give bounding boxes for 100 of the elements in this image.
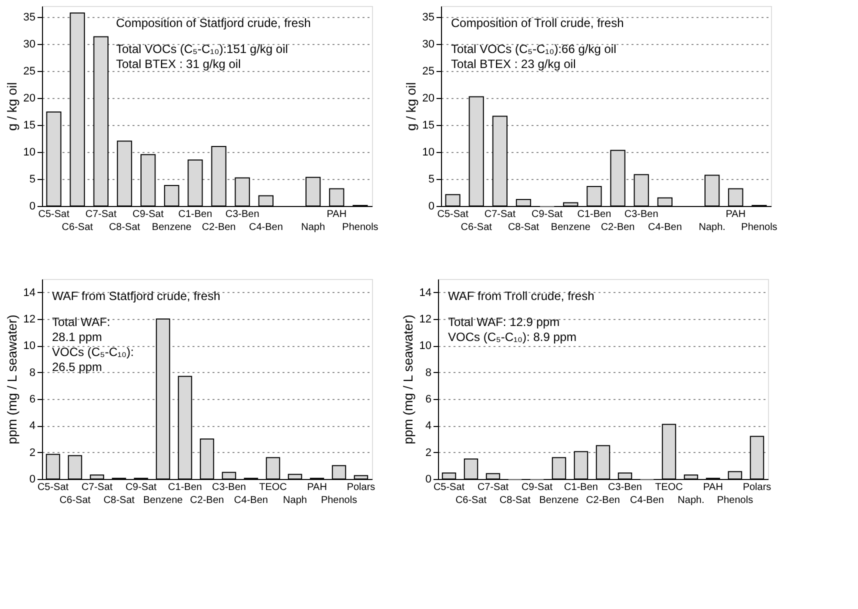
y-tick-label: 8 xyxy=(29,366,36,379)
annotation: VOCs (C₅-C₁₀): xyxy=(52,345,134,359)
x-tick-label: PAH xyxy=(726,209,746,220)
x-tick-label: C3-Ben xyxy=(624,209,658,220)
annotation: VOCs (C₅-C₁₀): 8.9 ppm xyxy=(448,330,577,344)
text: WAF from Troll crude, fresh xyxy=(448,289,594,303)
x-tick-label: C6-Sat xyxy=(59,495,91,506)
y-axis-title: ppm (mg / L seawater) xyxy=(4,314,20,444)
x-tick-label: C5-Sat xyxy=(433,482,465,493)
y-tick-label: 10 xyxy=(422,146,434,158)
y-tick-label: 0 xyxy=(425,474,432,486)
annotation: 26.5 ppm xyxy=(52,360,102,374)
x-tick-label: Naph. xyxy=(698,222,726,233)
x-tick-label: C2-Ben xyxy=(600,222,635,233)
x-tick-label: PAH xyxy=(703,482,723,493)
y-tick-label: 4 xyxy=(29,420,36,432)
x-tick-label: C2-Ben xyxy=(202,222,236,233)
x-tick-label: Naph xyxy=(283,495,307,506)
x-tick-label: Polars xyxy=(742,482,772,493)
x-tick-label: Benzene xyxy=(152,222,192,233)
y-tick-label: 35 xyxy=(422,11,434,24)
y-tick-label: 25 xyxy=(422,65,434,78)
y-tick-label: 2 xyxy=(29,446,36,459)
x-tick-label: C9-Sat xyxy=(532,209,563,220)
x-tick-label: C4-Ben xyxy=(630,495,664,506)
y-tick-label: 25 xyxy=(23,65,36,78)
y-tick-label: 0 xyxy=(29,474,36,486)
x-tick-label: Phenols xyxy=(342,222,378,233)
x-tick-label: C4-Ben xyxy=(248,222,283,233)
x-tick-label: Naph xyxy=(301,222,326,233)
text: Composition of Troll crude, fresh xyxy=(451,16,624,30)
y-axis-title: ppm (mg / L seawater) xyxy=(400,314,416,444)
y-tick-label: 6 xyxy=(29,394,36,406)
x-tick-label: Phenols xyxy=(741,222,778,233)
x-tick-label: Naph. xyxy=(678,495,704,506)
y-tick-label: 15 xyxy=(422,119,434,132)
y-tick-label: 5 xyxy=(428,173,434,186)
x-tick-label: PAH xyxy=(326,209,347,220)
y-tick-label: 20 xyxy=(422,92,434,104)
x-tick-label: C6-Sat xyxy=(455,495,487,506)
y-tick-label: 14 xyxy=(419,286,432,299)
x-tick-label: C6-Sat xyxy=(62,222,94,233)
y-tick-label: 10 xyxy=(23,340,36,352)
text: Composition of Statfjord crude, fresh xyxy=(116,16,311,30)
x-tick-label: Benzene xyxy=(143,495,184,506)
x-tick-label: C9-Sat xyxy=(521,482,553,493)
x-tick-label: C8-Sat xyxy=(103,495,135,506)
x-tick-label: C7-Sat xyxy=(484,209,516,220)
x-tick-label: C3-Ben xyxy=(225,209,260,220)
y-axis-title: g / kg oil xyxy=(4,82,20,131)
y-tick-label: 30 xyxy=(23,38,36,50)
x-tick-label: C7-Sat xyxy=(81,482,113,493)
x-tick-label: C7-Sat xyxy=(85,209,117,220)
x-tick-label: Phenols xyxy=(320,495,358,506)
x-tick-label: C8-Sat xyxy=(499,495,531,506)
annotation: Total WAF: xyxy=(52,315,110,329)
annotation: 28.1 ppm xyxy=(52,330,102,344)
y-tick-label: 0 xyxy=(29,200,36,212)
text: WAF from Statfjord crude, fresh xyxy=(52,289,220,303)
x-tick-label: C5-Sat xyxy=(38,209,70,220)
x-tick-label: C6-Sat xyxy=(460,222,492,233)
x-tick-label: C4-Ben xyxy=(234,495,268,506)
x-tick-label: PAH xyxy=(307,482,327,493)
x-tick-label: Benzene xyxy=(539,495,580,506)
x-tick-label: TEOC xyxy=(259,482,287,493)
y-tick-label: 10 xyxy=(419,340,432,352)
y-tick-label: 4 xyxy=(425,420,432,432)
y-tick-label: 30 xyxy=(422,38,434,50)
y-tick-label: 20 xyxy=(23,92,36,104)
x-tick-label: C5-Sat xyxy=(37,482,69,493)
x-tick-label: C2-Ben xyxy=(190,495,224,506)
x-tick-label: C3-Ben xyxy=(212,482,246,493)
x-tick-label: C3-Ben xyxy=(608,482,642,493)
y-tick-label: 12 xyxy=(23,314,36,326)
y-tick-label: 10 xyxy=(23,146,36,158)
x-tick-label: C9-Sat xyxy=(132,209,164,220)
x-tick-label: C1-Ben xyxy=(577,209,612,220)
y-axis-title: g / kg oil xyxy=(403,82,418,131)
y-tick-label: 0 xyxy=(428,200,434,212)
x-tick-label: TEOC xyxy=(655,482,683,493)
x-tick-label: Benzene xyxy=(550,222,591,233)
y-tick-label: 35 xyxy=(23,11,36,24)
y-tick-label: 5 xyxy=(29,173,36,186)
x-tick-label: C4-Ben xyxy=(648,222,682,233)
x-tick-label: C1-Ben xyxy=(168,482,202,493)
y-tick-label: 8 xyxy=(425,366,432,379)
x-tick-label: C1-Ben xyxy=(178,209,212,220)
y-tick-label: 2 xyxy=(425,446,432,459)
x-tick-label: C2-Ben xyxy=(586,495,620,506)
x-tick-label: C5-Sat xyxy=(437,209,469,220)
x-tick-label: Phenols xyxy=(716,495,754,506)
y-tick-label: 6 xyxy=(425,394,432,406)
annotation: Total BTEX : 31 g/kg oil xyxy=(116,57,241,71)
y-tick-label: 15 xyxy=(23,119,36,132)
x-tick-label: C1-Ben xyxy=(564,482,598,493)
annotation: Total VOCs (C₅-C₁₀):151 g/kg oil xyxy=(116,42,288,56)
y-tick-label: 14 xyxy=(23,286,36,299)
annotation: Total WAF: 12.9 ppm xyxy=(448,315,560,329)
x-tick-label: Polars xyxy=(346,482,376,493)
annotation: Total VOCs (C₅-C₁₀):66 g/kg oil xyxy=(451,42,616,56)
